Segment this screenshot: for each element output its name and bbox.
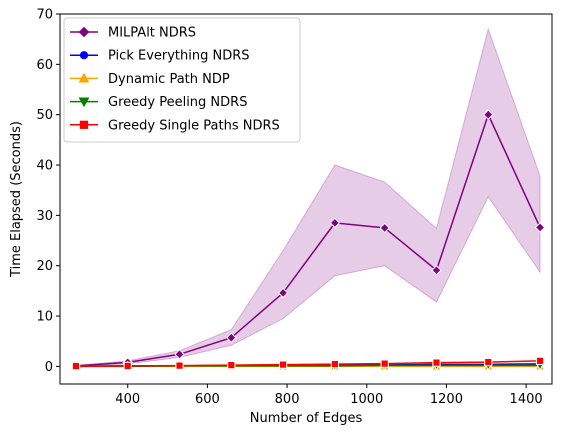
data-point [226, 332, 237, 343]
data-point [330, 360, 339, 369]
data-point [71, 362, 81, 371]
legend-box [63, 17, 301, 143]
legend-item-4: Greedy Single Paths NDRS [70, 118, 280, 133]
y-axis-label: Time Elapsed (Seconds) [9, 121, 24, 278]
series-4 [71, 356, 545, 371]
y-tick-label: 50 [36, 108, 53, 123]
data-point [380, 359, 389, 368]
data-point [277, 287, 289, 299]
x-tick-label: 600 [195, 392, 220, 407]
data-point [379, 222, 390, 234]
legend-item-1: Pick Everything NDRS [70, 49, 250, 64]
legend-label: Dynamic Path NDP [108, 72, 230, 87]
y-tick-label: 20 [36, 259, 53, 274]
data-point [484, 358, 493, 367]
series-0 [70, 109, 546, 372]
data-point [483, 109, 494, 120]
x-tick-label: 800 [275, 392, 300, 407]
confidence-band-0 [75, 27, 541, 367]
legend-marker [78, 26, 90, 38]
y-tick-label: 0 [45, 360, 53, 375]
data-point [278, 360, 288, 369]
legend-marker [79, 120, 89, 129]
plot-area [70, 27, 546, 372]
legend-label: Pick Everything NDRS [108, 49, 250, 64]
series-line-4 [75, 360, 541, 367]
legend: MILPAlt NDRS Pick Everything NDRS Dynamic … [63, 17, 301, 143]
legend-item-3: Greedy Peeling NDRS [70, 95, 247, 110]
data-point [227, 361, 236, 370]
x-tick-label: 1200 [430, 392, 463, 407]
y-tick-label: 30 [36, 209, 53, 224]
data-point [175, 361, 184, 370]
x-tick-label: 1000 [350, 392, 383, 407]
data-point [535, 356, 545, 365]
y-tick-label: 60 [36, 58, 53, 73]
data-point [431, 265, 442, 276]
legend-label: Greedy Single Paths NDRS [108, 118, 280, 133]
series-line-0 [75, 112, 541, 367]
legend-marker [78, 72, 90, 83]
legend-item-0: MILPAlt NDRS [70, 26, 196, 41]
x-axis-label: Number of Edges [250, 411, 363, 426]
data-point [534, 222, 546, 233]
data-point [329, 217, 341, 229]
legend-marker [78, 97, 90, 108]
x-tick-label: 400 [115, 392, 140, 407]
legend-label: MILPAlt NDRS [108, 26, 196, 41]
legend-item-2: Dynamic Path NDP [70, 72, 230, 87]
legend-marker [79, 51, 89, 60]
y-tick-label: 70 [36, 8, 53, 23]
y-tick-label: 40 [36, 159, 53, 174]
x-axis: 400 600 800 1000 1200 1400 [115, 384, 543, 407]
y-tick-label: 10 [36, 310, 53, 325]
legend-label: Greedy Peeling NDRS [108, 95, 247, 110]
x-tick-label: 1400 [510, 392, 543, 407]
data-point [432, 358, 441, 367]
data-point [174, 349, 185, 360]
plot-frame [59, 13, 553, 385]
y-axis: 0 10 20 30 40 50 60 70 [36, 8, 60, 375]
data-point [123, 361, 132, 370]
